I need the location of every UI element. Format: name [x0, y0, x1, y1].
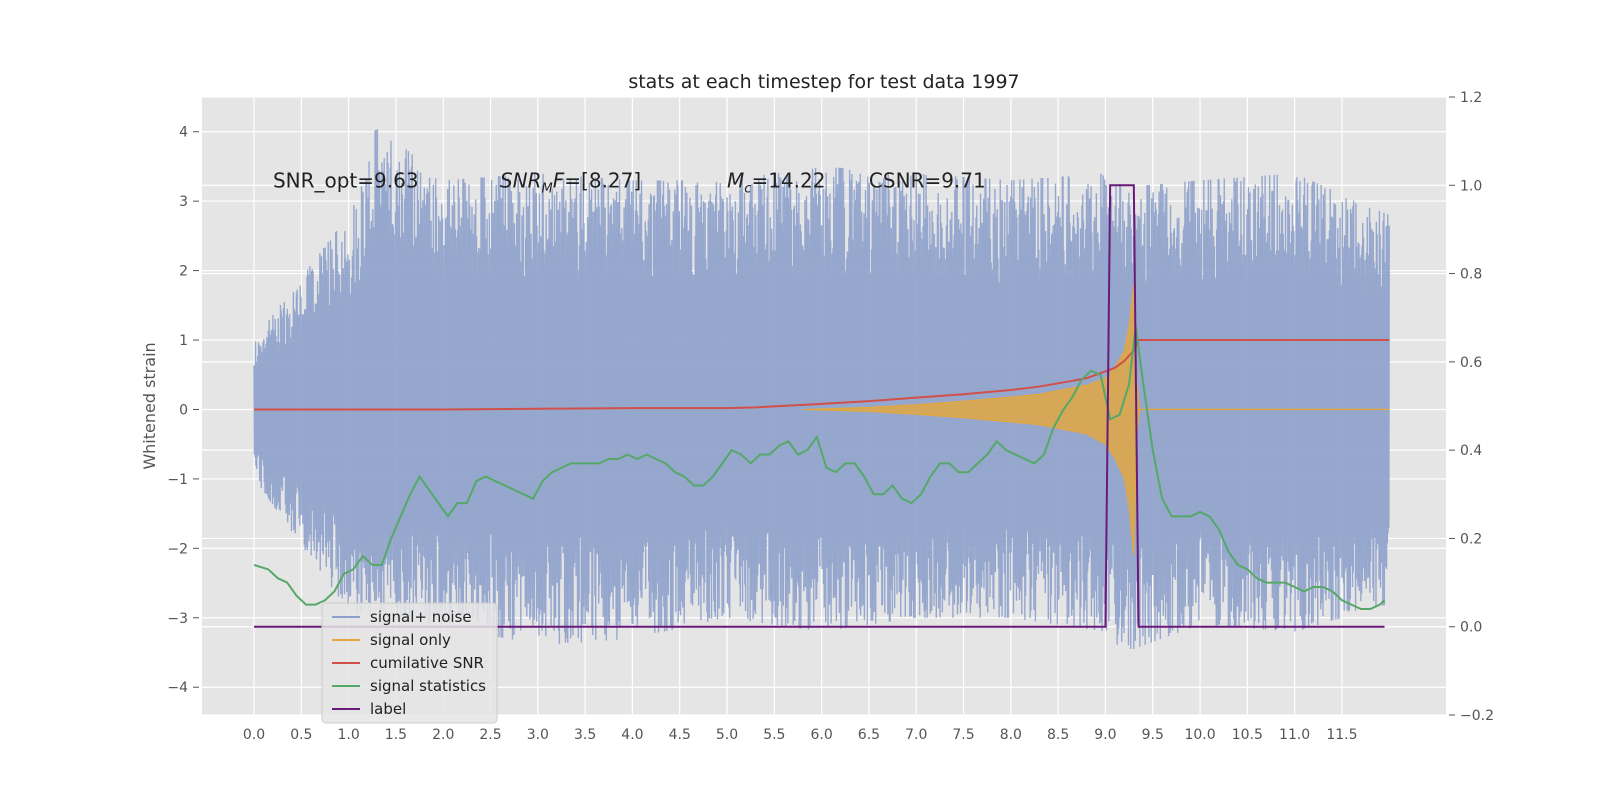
series-signal-statistics: [253, 326, 1386, 611]
x-tick-label: 0.0: [243, 727, 265, 743]
series-signal-only: [802, 284, 1390, 556]
y2-tick-label: 1.2: [1460, 90, 1482, 106]
x-tick-label: 5.0: [716, 727, 738, 743]
legend-label: signal statistics: [370, 677, 486, 695]
y-tick-label: −3: [167, 611, 188, 627]
y-tick-label: 0: [179, 402, 188, 418]
y2-tick-label: 0.6: [1460, 355, 1482, 371]
y2-tick-label: 0.2: [1460, 531, 1482, 547]
legend-label: label: [370, 700, 406, 718]
x-tick-label: 8.0: [1000, 727, 1022, 743]
y2-tick-label: 0.8: [1460, 267, 1482, 283]
legend: signal+ noise signal only cumilative SNR si…: [321, 602, 498, 724]
x-tick-label: 3.5: [574, 727, 596, 743]
x-tick-label: 1.0: [337, 727, 359, 743]
y2-tick-label: 0.4: [1460, 443, 1482, 459]
chart-title: stats at each timestep for test data 199…: [628, 71, 1019, 93]
x-tick-label: 9.5: [1142, 727, 1164, 743]
y-tick-label: −2: [167, 541, 188, 557]
y-tick-label: −1: [167, 472, 188, 488]
annotation-snr_mf_pre: SNRMF=[8.27]: [500, 168, 641, 196]
x-tick-label: 2.0: [432, 727, 454, 743]
x-tick-label: 10.5: [1232, 727, 1263, 743]
x-tick-label: 0.5: [290, 727, 312, 743]
x-tick-label: 5.5: [763, 727, 785, 743]
annotation-mc: Mc=14.22: [727, 168, 825, 196]
annotation-csnr: CSNR=9.71: [869, 168, 986, 192]
y2-tick-label: 1.0: [1460, 178, 1482, 194]
x-tick-label: 7.0: [905, 727, 927, 743]
x-tick-label: 6.0: [811, 727, 833, 743]
x-tick-label: 4.5: [669, 727, 691, 743]
x-tick-label: 11.5: [1326, 727, 1357, 743]
series-layer: [253, 129, 1390, 650]
series-signal-noise: [253, 129, 1390, 650]
x-tick-label: 9.0: [1094, 727, 1116, 743]
series-label: [254, 184, 1385, 628]
legend-label: signal only: [370, 631, 451, 649]
legend-label: cumilative SNR: [370, 654, 484, 672]
legend-box: [321, 602, 498, 724]
y-tick-label: −4: [167, 680, 188, 696]
x-tick-label: 6.5: [858, 727, 880, 743]
x-tick-label: 11.0: [1279, 727, 1310, 743]
y-tick-label: 4: [179, 125, 188, 141]
y-tick-label: 2: [179, 264, 188, 280]
x-tick-label: 8.5: [1047, 727, 1069, 743]
x-tick-label: 1.5: [385, 727, 407, 743]
x-tick-label: 10.0: [1184, 727, 1215, 743]
x-tick-label: 7.5: [952, 727, 974, 743]
x-tick-label: 4.0: [621, 727, 643, 743]
annotations: SNR_opt=9.63 SNRMF=[8.27] Mc=14.22 CSNR=9.7…: [273, 168, 986, 196]
y-tick-label: 1: [179, 333, 188, 349]
x-tick-label: 2.5: [479, 727, 501, 743]
y2-tick-label: −0.2: [1460, 708, 1494, 724]
x-tick-label: 3.0: [527, 727, 549, 743]
ticks: 0.0 0.5 1.0 1.5 2.0 2.5 3.0 3.5 4.0 4.5 5.0 5.5 6.0 6…: [167, 90, 1494, 743]
legend-label: signal+ noise: [370, 608, 472, 626]
annotation-snr_opt: SNR_opt=9.63: [273, 168, 419, 192]
y-tick-label: 3: [179, 194, 188, 210]
y-axis-label: Whitened strain: [140, 342, 159, 469]
y2-tick-label: 0.0: [1460, 620, 1482, 636]
